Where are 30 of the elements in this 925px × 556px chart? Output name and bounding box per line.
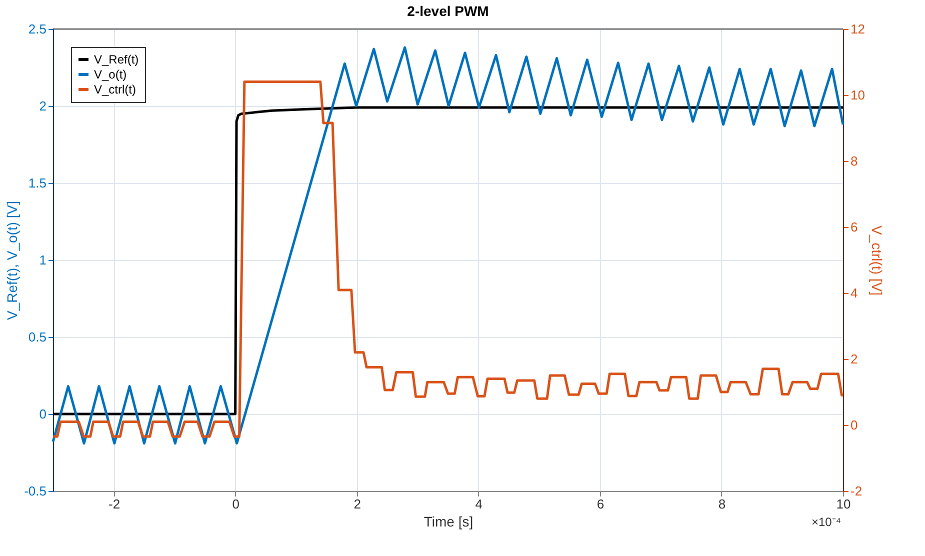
legend-label: V_Ref(t)	[94, 52, 139, 66]
y-tick-label: 0	[39, 406, 46, 422]
text: ×10⁻⁴	[811, 515, 841, 529]
y2-tick-label: 0	[850, 418, 858, 432]
y2-tick-label: 6	[850, 220, 858, 234]
y-tick-label: 1.5	[28, 176, 46, 190]
x-tick-label: 8	[718, 496, 726, 512]
x-tick-label: 2	[354, 496, 361, 512]
y2-tick-label: -2	[850, 484, 862, 498]
y-tick-label: -0.5	[24, 484, 46, 498]
y2-tick-label: 8	[850, 154, 858, 168]
legend-label: V_ctrl(t)	[94, 82, 136, 96]
y-tick-label: 2	[39, 98, 46, 114]
y2-tick-label: 4	[850, 286, 858, 300]
x-tick-label: 0	[232, 496, 240, 512]
x-tick-label: 6	[596, 496, 604, 512]
y-tick-label: 1	[39, 252, 46, 268]
y2-axis-title: V_ctrl(t) [V]	[868, 225, 885, 296]
y-tick-label: 0.5	[28, 330, 46, 344]
x-tick-label: 10	[836, 496, 851, 512]
legend-label: V_o(t)	[94, 68, 127, 82]
y-tick-label: 2.5	[28, 22, 46, 36]
y2-tick-label: 2	[850, 352, 858, 366]
x-tick-label: 4	[475, 496, 482, 512]
y2-tick-label: 10	[850, 88, 865, 102]
y2-tick-label: 12	[850, 22, 865, 36]
chart-title: 2-level PWM	[407, 3, 489, 19]
x-axis-title: Time [s]	[424, 514, 474, 530]
y-axis-title: V_Ref(t), V_o(t) [V]	[4, 200, 20, 320]
x-tick-label: -2	[108, 496, 120, 512]
